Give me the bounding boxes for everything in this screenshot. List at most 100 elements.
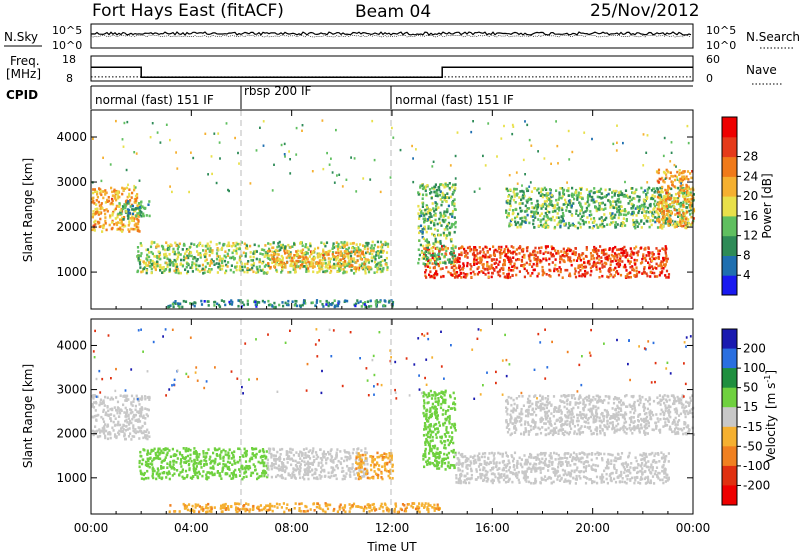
power-data-cell	[162, 271, 165, 274]
power-data-cell	[421, 257, 424, 260]
power-data-cell	[274, 248, 277, 252]
power-data-sparse-cell	[675, 165, 677, 168]
power-data-cell	[650, 265, 654, 268]
power-data-cell	[367, 261, 370, 264]
power-data-cell	[445, 237, 448, 240]
power-data-cell	[534, 216, 537, 219]
power-data-cell	[590, 189, 593, 193]
power-data-sparse-cell	[646, 134, 649, 137]
power-data-cell	[655, 262, 658, 266]
power-data-cell	[623, 263, 627, 267]
power-data-cell	[631, 206, 634, 210]
power-data-cell	[665, 259, 668, 262]
vel-data-cell	[130, 409, 133, 412]
power-data-cell	[304, 256, 308, 259]
power-data-cell	[97, 213, 100, 216]
power-data-cell	[230, 303, 234, 306]
power-data-cell	[515, 273, 518, 277]
vel-data-cell	[102, 420, 106, 423]
power-data-cell	[661, 204, 664, 207]
vel-data-cell	[134, 431, 137, 435]
power-data-cell	[613, 255, 616, 258]
power-data-cell	[357, 248, 360, 252]
power-data-cell	[252, 264, 255, 267]
power-data-cell	[429, 227, 433, 230]
power-data-cell	[95, 199, 98, 202]
power-data-cell	[307, 269, 310, 273]
power-data-cell	[567, 194, 570, 197]
power-data-cell	[511, 252, 514, 255]
power-data-cell	[385, 256, 388, 260]
power-data-cell	[557, 216, 560, 219]
power-data-cell	[616, 198, 619, 201]
vel-data-cell	[276, 458, 279, 461]
power-data-cell	[255, 305, 258, 308]
power-data-cell	[216, 254, 219, 258]
power-data-cell	[172, 250, 175, 253]
power-data-cell	[421, 212, 424, 215]
vel-data-cell	[196, 476, 200, 480]
power-data-cell	[450, 260, 454, 264]
power-data-cell	[527, 271, 530, 275]
vel-data-cell	[284, 469, 287, 472]
power-data-cell	[421, 228, 424, 231]
power-data-cell	[151, 252, 154, 256]
power-data-cell	[671, 219, 674, 223]
power-data-cell	[632, 221, 635, 225]
vel-data-cell	[117, 431, 120, 435]
power-data-cell	[254, 303, 257, 306]
power-data-cell	[519, 225, 522, 229]
power-data-cell	[600, 251, 603, 254]
power-data-cell	[111, 202, 115, 206]
power-data-cell	[537, 258, 540, 262]
power-data-cell	[640, 226, 643, 229]
vel-data-cell	[91, 395, 94, 398]
power-data-cell	[455, 260, 458, 264]
power-data-cell	[556, 201, 559, 205]
power-data-cell	[506, 247, 509, 251]
power-data-cell	[631, 205, 635, 208]
power-data-cell	[517, 221, 520, 224]
power-data-cell	[544, 257, 547, 260]
power-data-cell	[569, 274, 572, 278]
power-data-cell	[682, 194, 685, 198]
power-data-cell	[176, 265, 179, 269]
power-data-cell	[609, 260, 612, 263]
power-data-cell	[586, 271, 589, 275]
vel-data-cell	[99, 398, 102, 402]
power-data-cell	[523, 194, 526, 198]
power-data-cell	[692, 193, 695, 196]
power-data-cell	[238, 242, 241, 246]
power-data-cell	[632, 218, 635, 222]
power-data-cell	[279, 258, 282, 262]
power-data-cell	[377, 252, 380, 255]
power-data-cell	[232, 242, 235, 245]
vel-data-cell	[179, 462, 182, 465]
vel-data-cell	[226, 472, 229, 475]
power-data-cell	[173, 252, 176, 256]
vel-data-cell	[258, 450, 261, 453]
power-data-cell	[209, 261, 212, 265]
power-data-cell	[646, 274, 649, 278]
power-data-cell	[460, 251, 463, 255]
power-data-cell	[105, 228, 108, 232]
vel-data-cell	[105, 411, 108, 414]
power-data-cell	[292, 260, 295, 264]
power-data-cell	[594, 262, 597, 265]
vel-data-cell	[202, 452, 205, 455]
vel-data-cell	[120, 430, 123, 433]
power-data-cell	[593, 200, 596, 204]
vel-data-cell	[312, 455, 315, 458]
power-data-cell	[533, 211, 537, 214]
vel-data-cell	[193, 469, 196, 473]
power-data-cell	[594, 264, 597, 267]
power-data-cell	[321, 258, 324, 262]
power-data-cell	[336, 256, 339, 259]
vel-data-cell	[230, 451, 234, 455]
vel-data-cell	[128, 427, 131, 430]
power-data-cell	[336, 264, 339, 267]
power-data-cell	[672, 201, 675, 204]
vel-data-cell	[123, 432, 126, 435]
power-data-cell	[685, 221, 688, 225]
vel-data-cell	[193, 471, 196, 474]
